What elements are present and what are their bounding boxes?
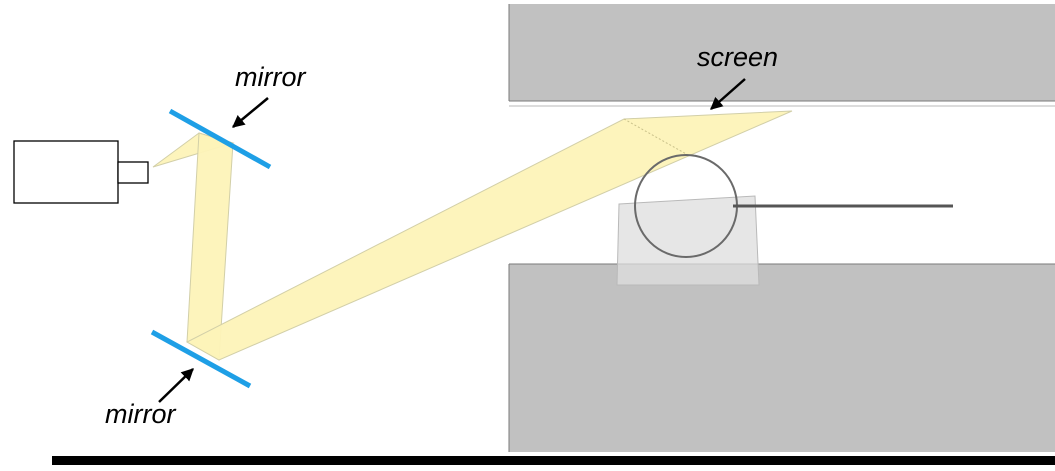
projector-icon [13, 140, 149, 204]
arrow-icon [232, 97, 269, 128]
beam-fold-line [623, 118, 689, 156]
mirror-bottom-label: mirror [105, 399, 176, 429]
mirror-bottom [150, 329, 252, 389]
arrow-icon [158, 368, 194, 403]
mirror-top-label: mirror [235, 62, 306, 92]
arrow-icon [710, 78, 746, 110]
screen-label: screen [697, 42, 778, 72]
base-line [52, 456, 1055, 465]
lower-block [508, 263, 1055, 452]
mirror-top [168, 108, 272, 170]
beam-segment-to-screen [185, 110, 793, 361]
upper-block [508, 4, 1055, 107]
sample-holder [616, 195, 760, 286]
light-beam [152, 110, 793, 361]
